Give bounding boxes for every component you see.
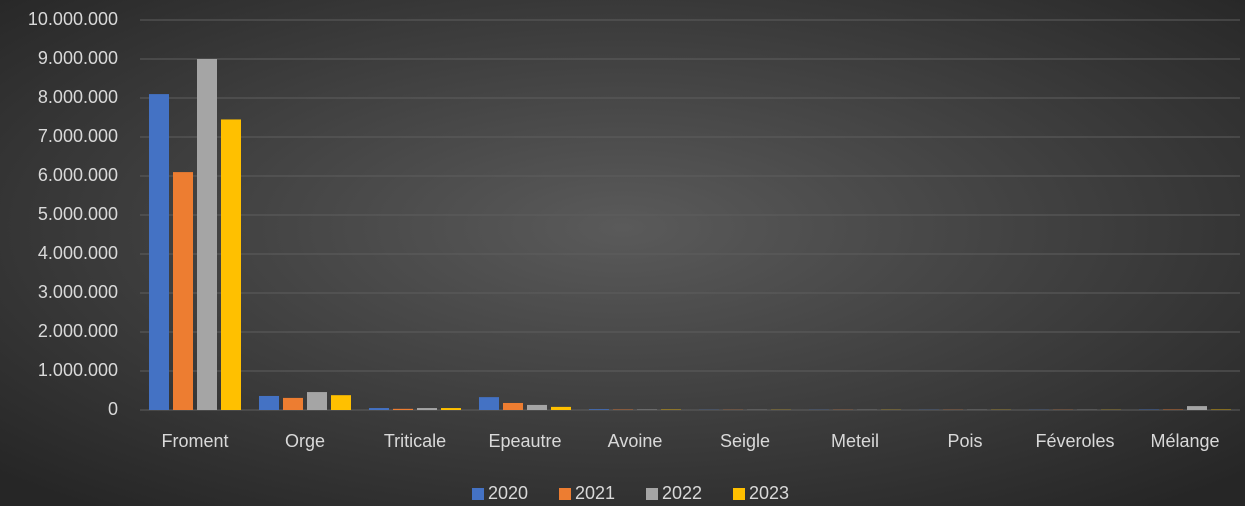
bar [551,406,571,410]
bar [221,119,241,410]
y-tick-label: 8.000.000 [38,87,118,107]
bar [503,402,523,410]
bar [1187,406,1207,410]
x-tick-label: Meteil [831,431,879,451]
x-tick-label: Féveroles [1035,431,1114,451]
y-tick-label: 6.000.000 [38,165,118,185]
y-tick-label: 0 [108,399,118,419]
bar [589,409,609,410]
x-tick-label: Mélange [1150,431,1219,451]
legend-swatch [559,488,571,500]
legend-label: 2020 [488,483,528,503]
y-tick-label: 3.000.000 [38,282,118,302]
y-tick-label: 5.000.000 [38,204,118,224]
y-tick-label: 7.000.000 [38,126,118,146]
x-tick-label: Orge [285,431,325,451]
bar [307,392,327,410]
bar [393,408,413,410]
legend-label: 2022 [662,483,702,503]
bar [527,404,547,410]
bar [149,94,169,410]
y-tick-label: 9.000.000 [38,48,118,68]
y-tick-label: 1.000.000 [38,360,118,380]
bar [369,408,389,410]
legend-swatch [733,488,745,500]
x-tick-label: Avoine [608,431,663,451]
bar [259,395,279,410]
legend-swatch [472,488,484,500]
legend-label: 2021 [575,483,615,503]
bar [197,59,217,410]
x-tick-label: Triticale [384,431,446,451]
y-tick-label: 10.000.000 [28,9,118,29]
x-tick-label: Froment [161,431,228,451]
legend-swatch [646,488,658,500]
bar [417,408,437,410]
bar [173,172,193,410]
x-tick-label: Seigle [720,431,770,451]
y-tick-label: 2.000.000 [38,321,118,341]
bar [283,397,303,410]
x-tick-label: Pois [947,431,982,451]
bar [331,395,351,410]
legend-label: 2023 [749,483,789,503]
y-tick-label: 4.000.000 [38,243,118,263]
x-tick-label: Epeautre [488,431,561,451]
bar [479,397,499,410]
bar [441,408,461,410]
